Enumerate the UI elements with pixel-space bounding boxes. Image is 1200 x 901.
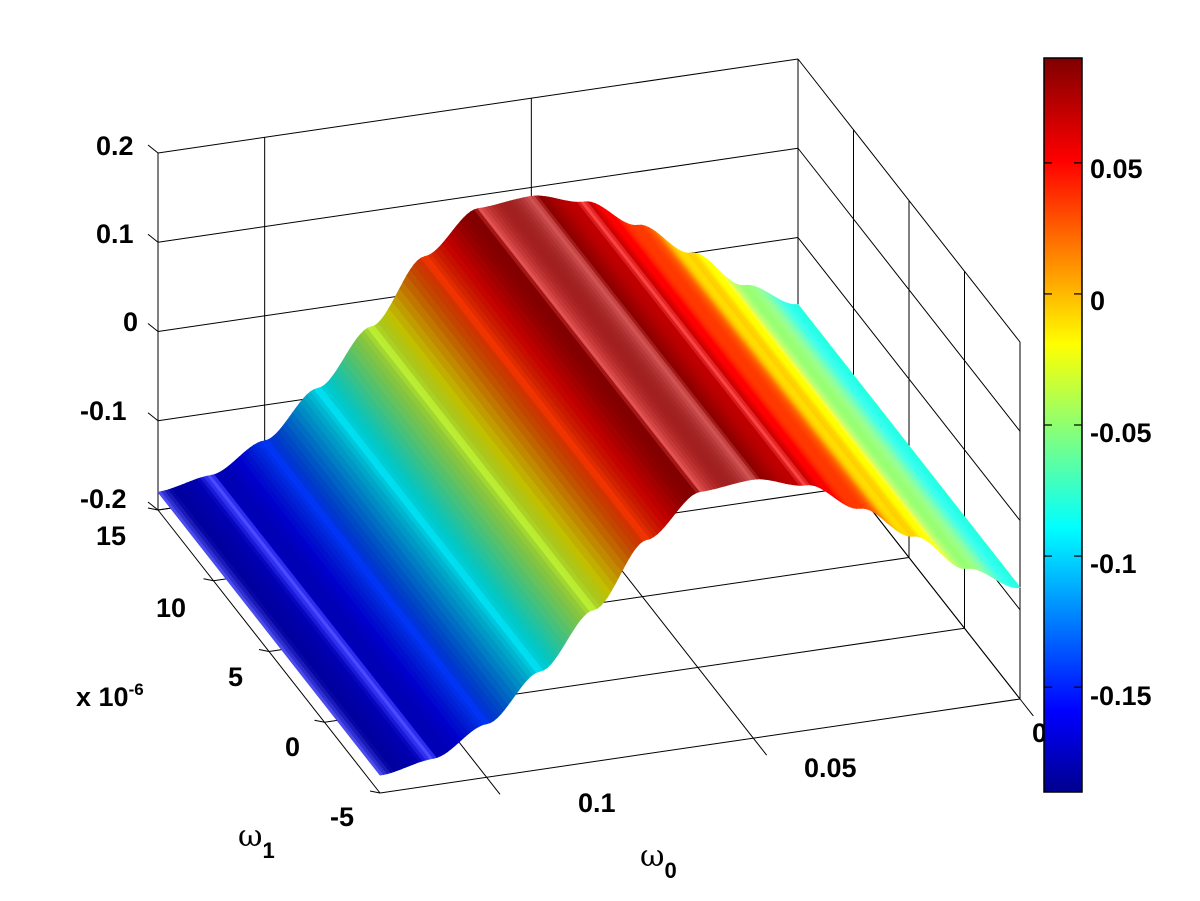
- z-tick-label: -0.1: [80, 396, 127, 426]
- y-tick-mark: [147, 507, 159, 511]
- y-axis-label: ω1: [238, 819, 275, 863]
- colorbar-tick-label: 0: [1090, 286, 1105, 316]
- colorbar-tick-label: 0.05: [1090, 154, 1143, 184]
- colorbar-tick-label: -0.15: [1090, 681, 1152, 711]
- y-tick-mark: [369, 790, 381, 794]
- x-tick-mark: [752, 737, 768, 756]
- z-tick-mark: [147, 501, 159, 511]
- y-tick-mark: [258, 649, 270, 652]
- y-tick-label: 5: [228, 662, 243, 692]
- z-tick-label: 0: [123, 307, 138, 337]
- colorbar-ticks: [1044, 162, 1082, 688]
- x-axis-label: ω0: [640, 839, 677, 883]
- y-tick-mark: [203, 578, 214, 582]
- colorbar-tick-label: -0.05: [1090, 418, 1152, 448]
- x-tick-label: 0.05: [804, 753, 857, 783]
- x-tick-label: 0.1: [578, 788, 616, 818]
- z-tick-label: 0.1: [96, 219, 134, 249]
- z-tick-label: -0.2: [80, 484, 127, 514]
- surface-strip: [793, 303, 1021, 589]
- z-tick-mark: [147, 323, 159, 332]
- colorbar-tick-label: -0.1: [1090, 549, 1137, 579]
- x-tick-mark: [1019, 698, 1034, 717]
- y-tick-label: -5: [330, 802, 354, 832]
- y-tick-label: 15: [96, 521, 126, 551]
- z-tick-mark: [147, 412, 159, 422]
- z-tick-mark: [147, 233, 159, 243]
- surface: [157, 195, 1021, 776]
- z-tick-label: 0.2: [96, 131, 134, 161]
- y-tick-mark: [314, 719, 325, 723]
- grid-line: [157, 58, 799, 154]
- y-tick-label: 10: [156, 593, 186, 623]
- z-tick-mark: [147, 144, 159, 154]
- x-tick-mark: [486, 777, 501, 795]
- y-tick-label: 0: [285, 732, 300, 762]
- y-axis-multiplier: x 10-6: [76, 680, 144, 712]
